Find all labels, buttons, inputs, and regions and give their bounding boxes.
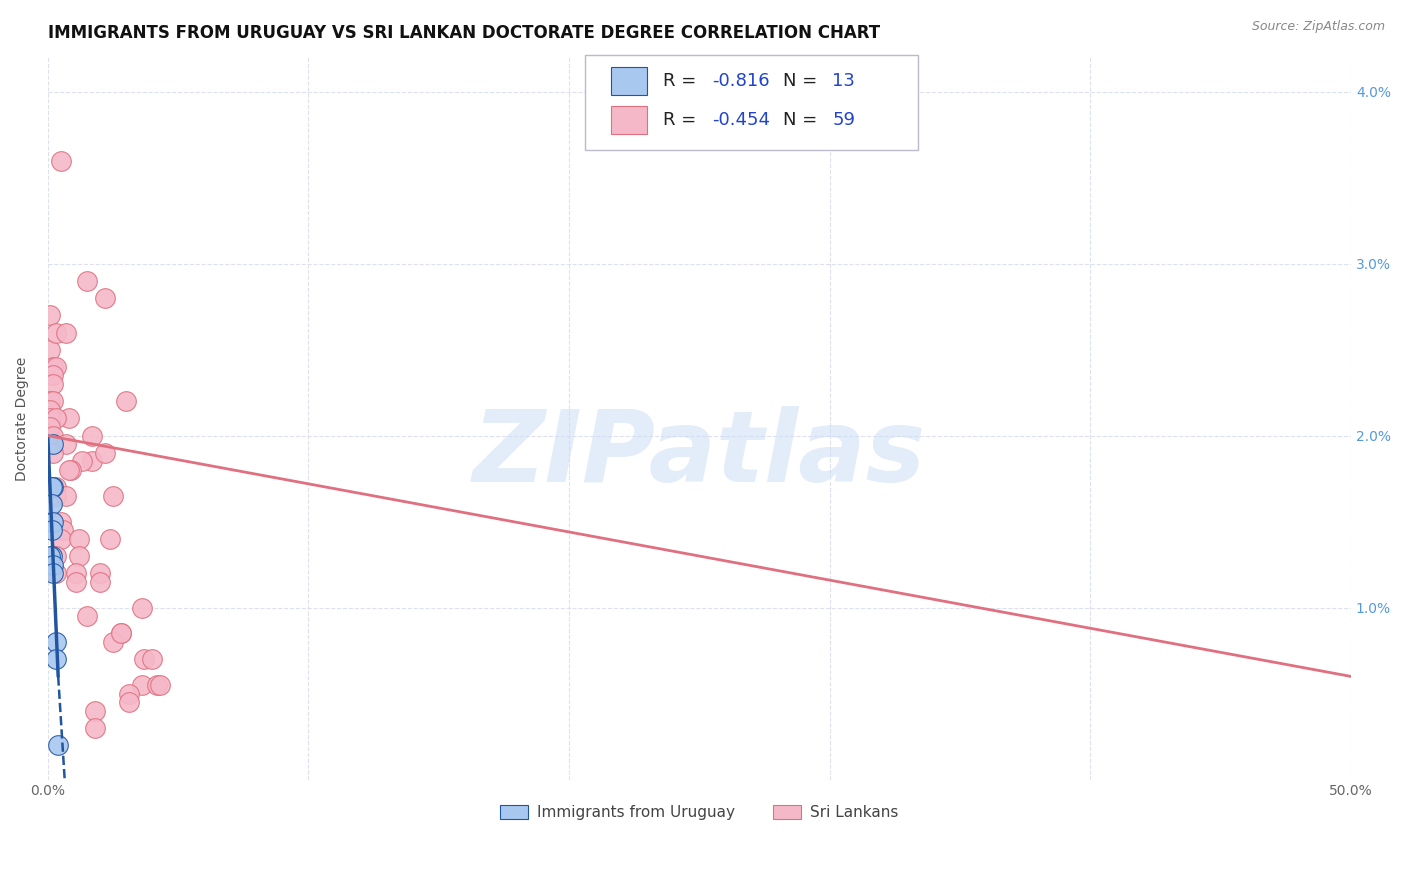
Point bbox=[110, 626, 132, 640]
Y-axis label: Doctorate Degree: Doctorate Degree bbox=[15, 357, 30, 481]
Point bbox=[55, 326, 77, 340]
Point bbox=[58, 463, 80, 477]
Text: -0.454: -0.454 bbox=[713, 112, 770, 129]
Point bbox=[115, 394, 138, 409]
Text: N =: N = bbox=[783, 72, 823, 90]
FancyBboxPatch shape bbox=[610, 68, 647, 95]
Text: 59: 59 bbox=[832, 112, 855, 129]
Point bbox=[55, 489, 77, 503]
Point bbox=[39, 308, 62, 322]
Point bbox=[76, 609, 98, 624]
Point bbox=[149, 678, 172, 692]
Point bbox=[39, 403, 62, 417]
Point bbox=[83, 704, 105, 718]
Text: N =: N = bbox=[783, 112, 823, 129]
Point bbox=[45, 635, 67, 649]
FancyBboxPatch shape bbox=[585, 55, 918, 150]
Point bbox=[42, 480, 65, 494]
Point bbox=[80, 428, 103, 442]
Point bbox=[42, 377, 65, 392]
Point bbox=[76, 274, 98, 288]
Point bbox=[134, 652, 156, 666]
Text: IMMIGRANTS FROM URUGUAY VS SRI LANKAN DOCTORATE DEGREE CORRELATION CHART: IMMIGRANTS FROM URUGUAY VS SRI LANKAN DO… bbox=[48, 24, 880, 42]
Point bbox=[60, 463, 83, 477]
Point bbox=[39, 411, 62, 425]
Point bbox=[45, 326, 67, 340]
Point bbox=[41, 523, 63, 537]
Point bbox=[80, 454, 103, 468]
Point bbox=[117, 695, 139, 709]
Point bbox=[42, 515, 65, 529]
Point bbox=[65, 566, 87, 581]
Legend: Immigrants from Uruguay, Sri Lankans: Immigrants from Uruguay, Sri Lankans bbox=[495, 799, 904, 826]
Text: -0.816: -0.816 bbox=[713, 72, 770, 90]
Point bbox=[94, 291, 117, 305]
Point bbox=[65, 574, 87, 589]
Point bbox=[39, 394, 62, 409]
Point bbox=[42, 394, 65, 409]
Point bbox=[42, 558, 65, 572]
Text: R =: R = bbox=[662, 72, 702, 90]
Point bbox=[42, 446, 65, 460]
Point bbox=[39, 428, 62, 442]
Point bbox=[67, 549, 90, 563]
Point bbox=[89, 574, 111, 589]
Point bbox=[117, 687, 139, 701]
Point bbox=[45, 411, 67, 425]
Point bbox=[41, 549, 63, 563]
Point bbox=[55, 437, 77, 451]
Point bbox=[49, 532, 72, 546]
Point bbox=[45, 480, 67, 494]
Point bbox=[41, 480, 63, 494]
Point bbox=[70, 454, 93, 468]
FancyBboxPatch shape bbox=[610, 106, 647, 134]
Point bbox=[42, 359, 65, 374]
Point bbox=[46, 738, 69, 752]
Point bbox=[110, 626, 132, 640]
Point bbox=[146, 678, 169, 692]
Text: R =: R = bbox=[662, 112, 702, 129]
Point bbox=[42, 437, 65, 451]
Text: ZIPatlas: ZIPatlas bbox=[472, 406, 927, 503]
Point bbox=[42, 368, 65, 383]
Point bbox=[131, 678, 153, 692]
Point bbox=[58, 411, 80, 425]
Point bbox=[94, 446, 117, 460]
Point bbox=[89, 566, 111, 581]
Point bbox=[42, 428, 65, 442]
Point bbox=[83, 721, 105, 735]
Point bbox=[39, 420, 62, 434]
Point bbox=[45, 652, 67, 666]
Point bbox=[45, 489, 67, 503]
Point bbox=[45, 359, 67, 374]
Point bbox=[39, 343, 62, 357]
Point bbox=[101, 489, 124, 503]
Point bbox=[52, 523, 75, 537]
Point bbox=[131, 600, 153, 615]
Point bbox=[41, 498, 63, 512]
Point bbox=[98, 532, 121, 546]
Point bbox=[45, 549, 67, 563]
Point bbox=[141, 652, 163, 666]
Point bbox=[42, 566, 65, 581]
Text: 13: 13 bbox=[832, 72, 855, 90]
Point bbox=[39, 549, 62, 563]
Point bbox=[49, 515, 72, 529]
Text: Source: ZipAtlas.com: Source: ZipAtlas.com bbox=[1251, 20, 1385, 33]
Point bbox=[49, 153, 72, 168]
Point bbox=[101, 635, 124, 649]
Point bbox=[45, 566, 67, 581]
Point bbox=[67, 532, 90, 546]
